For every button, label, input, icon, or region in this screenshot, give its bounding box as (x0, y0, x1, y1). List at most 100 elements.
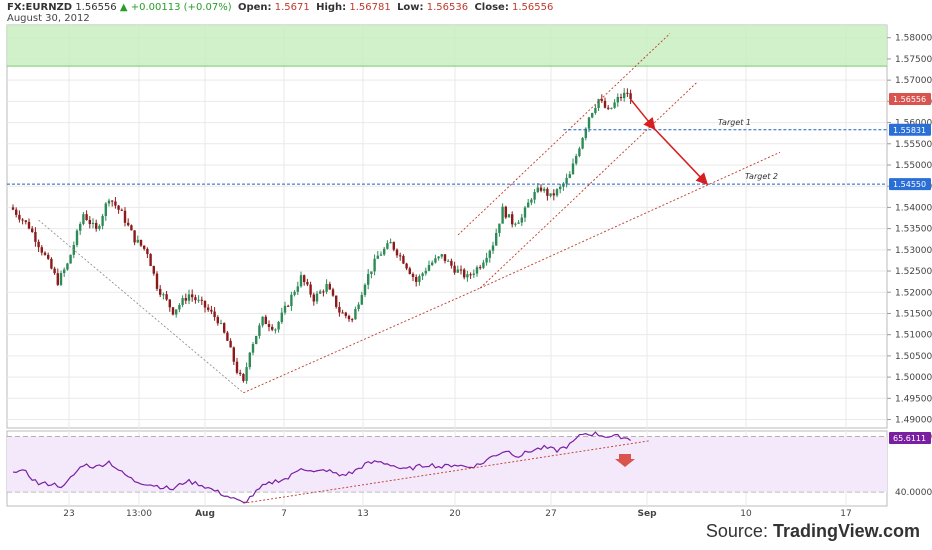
y-tick-label: 1.50500 (895, 352, 932, 362)
y-tick-label: 1.54000 (895, 203, 932, 213)
rsi-trend-line (243, 440, 651, 504)
resistance-zone (7, 25, 887, 67)
candle-body (130, 225, 133, 231)
candle-body (363, 284, 367, 295)
x-tick-label: 13:00 (126, 509, 152, 519)
candle-body (111, 200, 114, 202)
candle-body (568, 174, 571, 178)
candle-body (559, 186, 562, 190)
candle-body (264, 316, 267, 325)
candle-body (447, 260, 450, 262)
candle-body (216, 317, 219, 324)
price-change: +0.00113 (+0.07%) (130, 2, 232, 13)
candle-body (338, 306, 341, 313)
candle-body (504, 206, 507, 218)
candle-body (411, 273, 415, 278)
candle-body (155, 273, 159, 289)
downtrend-line (38, 219, 244, 394)
y-tick-label: 1.58000 (895, 34, 932, 44)
y-tick-label: 1.52000 (895, 288, 932, 298)
candle-body (479, 267, 482, 269)
candle-body (40, 247, 43, 253)
candle-body (543, 188, 546, 191)
candle-body (15, 209, 18, 215)
candle-body (597, 99, 600, 108)
candle-body (171, 307, 175, 315)
candle-body (184, 298, 187, 301)
candle-body (603, 100, 607, 108)
candle-body (402, 255, 405, 264)
candle-body (290, 294, 293, 307)
candle-body (88, 220, 91, 225)
candle-body (18, 214, 21, 220)
candle-body (523, 207, 527, 218)
candle-body (69, 254, 72, 264)
candle-body (239, 372, 242, 374)
candle-body (482, 262, 485, 268)
symbol-name[interactable]: FX:EURNZD (7, 2, 73, 13)
current-price-text: 1.56556 (893, 95, 926, 104)
candle-body (120, 209, 123, 211)
candle-body (127, 222, 130, 226)
candle-body (421, 273, 424, 277)
candle-body (219, 323, 223, 325)
x-tick-label: 7 (281, 509, 287, 519)
y-tick-label: 1.55000 (895, 161, 932, 171)
candle-body (379, 254, 383, 256)
rsi-tick-label: 40.0000 (895, 488, 932, 498)
candle-body (232, 347, 235, 362)
candle-body (274, 329, 277, 331)
candle-body (453, 265, 456, 273)
candle-body (296, 286, 299, 292)
y-tick-label: 1.56000 (895, 119, 932, 129)
candle-body (357, 304, 360, 310)
change-up-icon: ▲ (119, 2, 128, 13)
x-tick-label: Sep (637, 509, 657, 519)
candle-body (399, 255, 402, 257)
candle-body (245, 367, 248, 381)
candle-body (98, 225, 101, 229)
candle-body (443, 254, 447, 262)
candle-body (475, 267, 479, 274)
candle-body (271, 326, 274, 330)
candle-body (626, 92, 629, 94)
candle-body (616, 97, 619, 103)
candle-body (306, 282, 309, 285)
candle-body (408, 268, 411, 274)
current-price-badge (889, 92, 931, 105)
candle-body (613, 102, 616, 108)
candle-body (143, 245, 146, 249)
candle-body (152, 266, 155, 274)
candle-body (498, 223, 501, 233)
candle-body (149, 254, 152, 267)
candle-body (536, 187, 539, 193)
candle-body (335, 295, 338, 307)
candle-body (485, 257, 488, 263)
candle-body (587, 117, 591, 129)
high-label: High: (316, 2, 347, 13)
x-tick-label: 13 (357, 509, 368, 519)
source-brand: TradingView.com (772, 521, 920, 541)
candle-body (507, 214, 511, 218)
candle-body (24, 220, 27, 222)
candle-body (79, 223, 82, 231)
candle-body (213, 311, 216, 318)
candle-body (11, 207, 15, 210)
candle-body (229, 340, 232, 348)
candle-body (53, 268, 56, 274)
candle-body (392, 242, 395, 250)
channel-lower-line (479, 81, 698, 289)
candle-body (405, 263, 408, 269)
candle-body (437, 256, 440, 259)
target-label: Target 1 (718, 118, 751, 127)
candle-body (309, 284, 312, 295)
price-chart[interactable]: 23 13:00 Aug 7 13 20 27 Sep 10 17 1.58000 1.57500 1.… (0, 0, 932, 520)
candle-body (267, 324, 271, 327)
candle-body (277, 322, 280, 330)
candle-body (325, 283, 328, 292)
candle-body (424, 270, 427, 274)
candle-body (162, 294, 165, 296)
y-tick-label: 1.49500 (895, 394, 932, 404)
candle-body (107, 200, 111, 204)
candle-body (280, 312, 283, 323)
